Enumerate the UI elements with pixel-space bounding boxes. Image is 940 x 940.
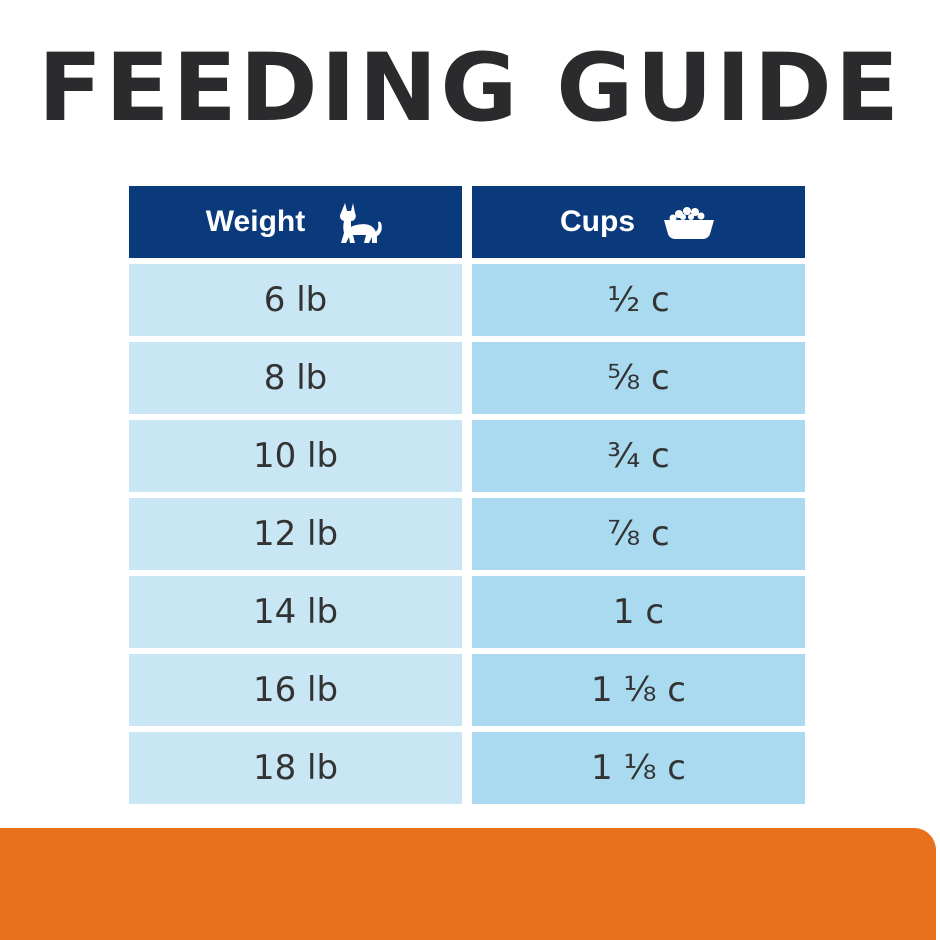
weight-cell: 10 lb <box>129 420 462 492</box>
table-row: 10 lb ¾ c <box>129 420 806 492</box>
weight-cell: 12 lb <box>129 498 462 570</box>
cat-icon <box>331 199 385 245</box>
weight-cell: 14 lb <box>129 576 462 648</box>
table-row: 18 lb 1 ⅛ c <box>129 732 806 804</box>
cups-cell: ¾ c <box>472 420 805 492</box>
table-row: 8 lb ⅝ c <box>129 342 806 414</box>
table-header-row: Weight Cups <box>129 186 806 258</box>
weight-header-label: Weight <box>205 205 306 238</box>
weight-cell: 16 lb <box>129 654 462 726</box>
cups-header-label: Cups <box>560 205 635 238</box>
cups-cell: ½ c <box>472 264 805 336</box>
weight-cell: 8 lb <box>129 342 462 414</box>
cups-cell: 1 ⅛ c <box>472 732 805 804</box>
weight-cell: 18 lb <box>129 732 462 804</box>
table-row: 14 lb 1 c <box>129 576 806 648</box>
weight-header: Weight <box>129 186 462 258</box>
cups-header: Cups <box>472 186 805 258</box>
weight-cell: 6 lb <box>129 264 462 336</box>
table-row: 6 lb ½ c <box>129 264 806 336</box>
table-row: 16 lb 1 ⅛ c <box>129 654 806 726</box>
cups-cell: 1 ⅛ c <box>472 654 805 726</box>
cups-cell: ⅝ c <box>472 342 805 414</box>
cups-cell: 1 c <box>472 576 805 648</box>
footer-color-bar <box>0 828 936 940</box>
cups-cell: ⅞ c <box>472 498 805 570</box>
table-row: 12 lb ⅞ c <box>129 498 806 570</box>
page-title: FEEDING GUIDE <box>38 34 902 143</box>
food-bowl-icon <box>661 202 717 242</box>
feeding-table: Weight Cups <box>129 186 806 810</box>
